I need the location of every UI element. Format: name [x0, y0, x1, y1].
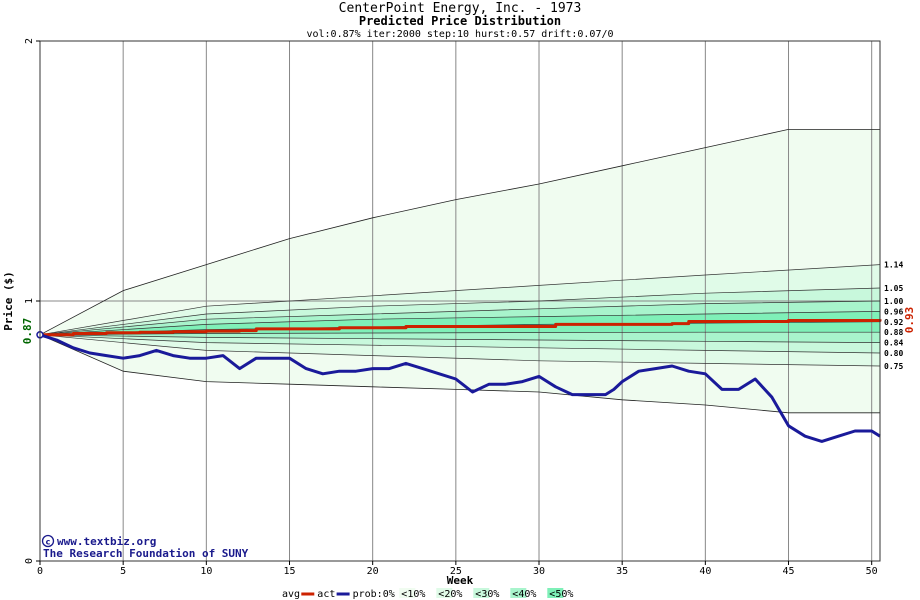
percentile-end-label: 1.00 [884, 297, 903, 306]
credit-url: www.textbiz.org [57, 535, 156, 548]
legend-item-30: <30% [473, 588, 499, 600]
x-tick-label: 50 [866, 566, 878, 577]
legend-label: <20% [438, 589, 462, 600]
legend-item-act: act [317, 589, 350, 600]
avg-series-line [40, 319, 882, 337]
percentile-line [39, 334, 881, 343]
legend-label: <30% [475, 589, 499, 600]
credit-organization: The Research Foundation of SUNY [43, 547, 249, 560]
x-tick-label: 0 [37, 566, 43, 577]
legend-label: <50% [549, 589, 573, 600]
x-tick-label: 30 [533, 566, 545, 577]
percentile-end-label: 0.88 [884, 328, 903, 337]
x-tick-label: 45 [782, 566, 794, 577]
y-axis-label: Price ($) [2, 271, 15, 331]
percentile-end-label: 0.75 [884, 362, 903, 371]
legend-swatch [436, 588, 453, 598]
y-tick-label: 0 [24, 558, 35, 564]
end-price-label: 0.93 [903, 307, 916, 334]
percentile-end-labels: 1.14 1.05 1.000.96 0.920.88 0.840.80 0.75 [884, 261, 903, 371]
legend-label: prob:0% [353, 589, 395, 600]
legend-swatch [473, 588, 490, 598]
legend-item-20: <20% [436, 588, 462, 600]
percentile-end-label: 1.14 [884, 261, 903, 270]
probability-bands [40, 129, 880, 413]
x-tick-label: 25 [450, 566, 462, 577]
chart-title: CenterPoint Energy, Inc. - 1973 [339, 1, 582, 16]
legend-swatch [510, 588, 527, 598]
x-tick-label: 10 [200, 566, 212, 577]
legend-item-prob0: prob:0% [353, 589, 395, 600]
band-0pct [40, 129, 880, 413]
simulation-params: vol:0.87% iter:2000 step:10 hurst:0.57 d… [306, 29, 613, 40]
envelope-lower-line [39, 334, 880, 414]
legend-label: act [317, 589, 335, 600]
percentile-line [39, 334, 881, 367]
x-tick-label: 15 [283, 566, 295, 577]
grid-lines [40, 40, 880, 562]
legend-item-50: <50% [547, 588, 573, 600]
percentile-end-label: 0.80 [884, 349, 903, 358]
percentile-end-label: 0.96 [884, 307, 903, 316]
legend-label: avg [282, 589, 300, 600]
envelope-upper-line [39, 129, 880, 336]
y-tick-label: 2 [24, 38, 35, 44]
legend-swatch [547, 588, 564, 598]
y-tick-label: 1 [24, 298, 35, 304]
x-tick-label: 35 [616, 566, 628, 577]
percentile-end-label: 1.05 [884, 284, 903, 293]
svg-text:c: c [46, 538, 51, 547]
legend-swatch [399, 588, 416, 598]
chart-subtitle: Predicted Price Distribution [359, 14, 561, 28]
percentile-end-label: 0.92 [884, 318, 903, 327]
percentile-line [39, 300, 881, 336]
axis-ticks: 0 5 10 15 20 25 30 35 40 45 50 0 1 2 [24, 38, 878, 577]
copyright-icon: c [41, 534, 55, 548]
legend-item-10: <10% [399, 588, 425, 600]
start-price-label: 0.87 [21, 318, 34, 345]
percentile-line [39, 334, 881, 354]
actual-price-line [39, 333, 881, 443]
legend-label: <40% [512, 589, 536, 600]
x-tick-label: 20 [367, 566, 379, 577]
legend-label: <10% [401, 589, 425, 600]
x-tick-label: 40 [699, 566, 711, 577]
percentile-line [39, 287, 881, 336]
x-axis-label: Week [447, 574, 474, 587]
legend: avg act prob:0% <10% <20% <30% <40% <50% [282, 588, 573, 600]
percentile-line [39, 311, 881, 336]
x-tick-label: 5 [120, 566, 126, 577]
legend-item-avg: avg [282, 589, 315, 600]
legend-item-40: <40% [510, 588, 536, 600]
percentile-end-label: 0.84 [884, 339, 903, 348]
percentile-line [39, 331, 880, 336]
percentile-line [39, 264, 881, 336]
